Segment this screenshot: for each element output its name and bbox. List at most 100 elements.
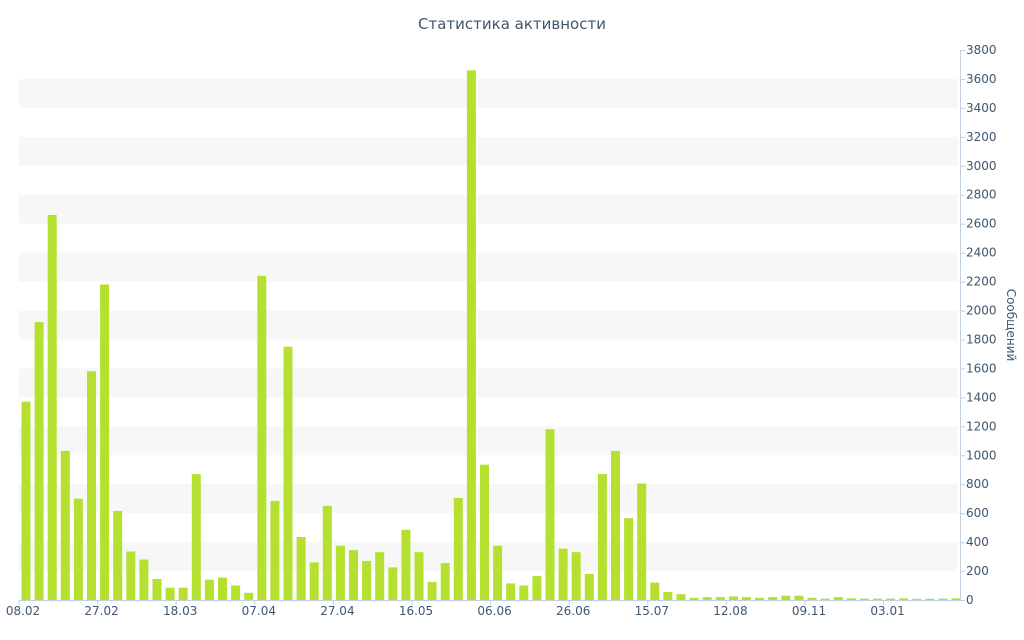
bar[interactable] — [362, 560, 372, 600]
bar[interactable] — [938, 598, 948, 600]
bar[interactable] — [676, 594, 686, 600]
bar[interactable] — [349, 550, 358, 600]
bar[interactable] — [322, 505, 332, 600]
bar[interactable] — [139, 559, 149, 601]
x-tick-label: 26.06 — [556, 604, 590, 618]
y-tick-label: 2400 — [966, 246, 997, 260]
bar[interactable] — [702, 597, 712, 600]
bar[interactable] — [152, 579, 162, 600]
y-tick-label: 400 — [966, 535, 989, 549]
y-tick-label: 2800 — [966, 188, 997, 202]
bar[interactable] — [506, 583, 516, 600]
grid-band — [19, 368, 958, 398]
bar[interactable] — [60, 450, 70, 600]
bar[interactable] — [204, 579, 214, 600]
bar[interactable] — [715, 597, 725, 600]
bar[interactable] — [178, 587, 188, 600]
bar[interactable] — [453, 498, 463, 600]
bar[interactable] — [335, 545, 345, 600]
bar[interactable] — [624, 518, 634, 600]
bar[interactable] — [833, 597, 843, 600]
bar[interactable] — [781, 595, 791, 600]
bar[interactable] — [493, 545, 503, 600]
y-axis-label: Сообщений — [1004, 289, 1018, 362]
bar[interactable] — [480, 464, 489, 600]
bar[interactable] — [427, 581, 437, 600]
bar[interactable] — [296, 537, 306, 600]
bar[interactable] — [584, 573, 594, 600]
y-tick-label: 0 — [966, 593, 974, 607]
y-tick-label: 2000 — [966, 304, 997, 318]
bar[interactable] — [165, 587, 175, 600]
bar[interactable] — [663, 592, 673, 600]
y-tick-label: 3600 — [966, 72, 997, 86]
bar[interactable] — [191, 474, 201, 600]
bar[interactable] — [21, 401, 31, 600]
bar[interactable] — [532, 576, 542, 600]
bar[interactable] — [597, 474, 607, 600]
bar[interactable] — [558, 548, 568, 600]
bar[interactable] — [571, 552, 581, 600]
bar[interactable] — [440, 563, 450, 600]
bar[interactable] — [794, 595, 804, 600]
bar[interactable] — [126, 551, 136, 601]
grid-band — [19, 426, 958, 456]
bar[interactable] — [401, 529, 411, 600]
x-tick-label: 12.08 — [713, 604, 747, 618]
grid-band — [19, 136, 958, 166]
grid-bands — [19, 78, 958, 572]
y-tick-label: 800 — [966, 477, 989, 491]
bar[interactable] — [519, 585, 529, 601]
bar[interactable] — [545, 429, 555, 600]
bar[interactable] — [637, 483, 647, 601]
bars-group — [21, 70, 961, 601]
bar[interactable] — [414, 552, 424, 600]
y-tick-label: 1200 — [966, 419, 997, 433]
bar[interactable] — [257, 275, 267, 600]
y-axis-ticks: 0 200 400 600 800 1000 1200 1400 1600 1800 2000 220… — [960, 43, 997, 607]
y-tick-label: 1400 — [966, 390, 997, 404]
x-tick-label: 27.04 — [320, 604, 354, 618]
bar[interactable] — [728, 596, 738, 600]
bar[interactable] — [231, 585, 241, 601]
grid-band — [19, 310, 958, 340]
bar[interactable] — [650, 582, 660, 600]
bar[interactable] — [886, 598, 896, 600]
bar[interactable] — [218, 577, 227, 600]
x-tick-label: 27.02 — [84, 604, 118, 618]
y-tick-label: 2200 — [966, 275, 997, 289]
bar[interactable] — [807, 597, 817, 600]
grid-band — [19, 78, 958, 108]
bar[interactable] — [466, 70, 476, 601]
chart-title: Статистика активности — [418, 15, 606, 33]
bar[interactable] — [755, 597, 765, 600]
bar[interactable] — [689, 597, 699, 600]
bar[interactable] — [912, 598, 922, 600]
bar[interactable] — [73, 498, 83, 600]
bar[interactable] — [100, 284, 110, 601]
bar[interactable] — [873, 598, 882, 600]
bar[interactable] — [846, 598, 856, 600]
grid-band — [19, 252, 958, 282]
bar[interactable] — [820, 598, 830, 600]
bar[interactable] — [270, 500, 280, 600]
bar[interactable] — [87, 371, 96, 600]
bar[interactable] — [113, 511, 123, 600]
bar[interactable] — [768, 597, 778, 600]
bar[interactable] — [244, 592, 254, 600]
bar[interactable] — [899, 598, 909, 600]
bar[interactable] — [388, 567, 398, 600]
bar[interactable] — [283, 346, 293, 600]
bar[interactable] — [742, 597, 751, 600]
y-tick-label: 1000 — [966, 448, 997, 462]
bar[interactable] — [611, 450, 620, 600]
bar[interactable] — [951, 598, 961, 600]
bar[interactable] — [47, 215, 57, 600]
bar[interactable] — [925, 598, 935, 600]
y-tick-label: 2600 — [966, 217, 997, 231]
bar[interactable] — [375, 552, 385, 600]
bar[interactable] — [309, 562, 319, 600]
bar[interactable] — [859, 598, 869, 600]
bar[interactable] — [34, 322, 44, 600]
